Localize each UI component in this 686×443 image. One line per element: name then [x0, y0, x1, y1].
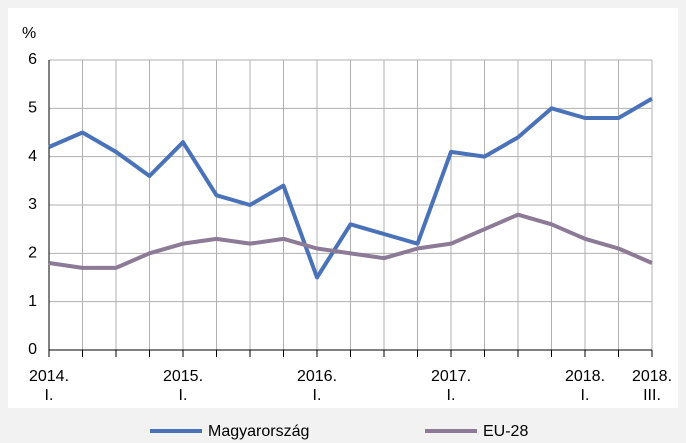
x-tick-label: 2018. I.: [564, 368, 606, 404]
y-tick-label: 1: [28, 293, 37, 310]
x-tick-label: 2016. I.: [296, 368, 338, 404]
x-tick-label: 2015. I.: [162, 368, 204, 404]
series-line: [48, 212, 653, 270]
y-tick-label: 4: [28, 148, 37, 165]
chart-area: [8, 8, 678, 408]
y-tick-label: 0: [28, 341, 37, 358]
y-tick-label: 3: [28, 196, 37, 213]
legend-label: Magyarország: [208, 423, 309, 440]
x-tick-label: 2018. III.: [631, 368, 673, 404]
y-axis-label: %: [22, 25, 36, 42]
x-tick-label: 2014. I.: [28, 368, 70, 404]
series-line: [48, 96, 653, 280]
y-tick-label: 5: [28, 100, 37, 117]
legend-label: EU-28: [483, 423, 528, 440]
x-tick-label: 2017. I.: [430, 368, 472, 404]
y-tick-label: 2: [28, 245, 37, 262]
y-tick-label: 6: [28, 51, 37, 68]
